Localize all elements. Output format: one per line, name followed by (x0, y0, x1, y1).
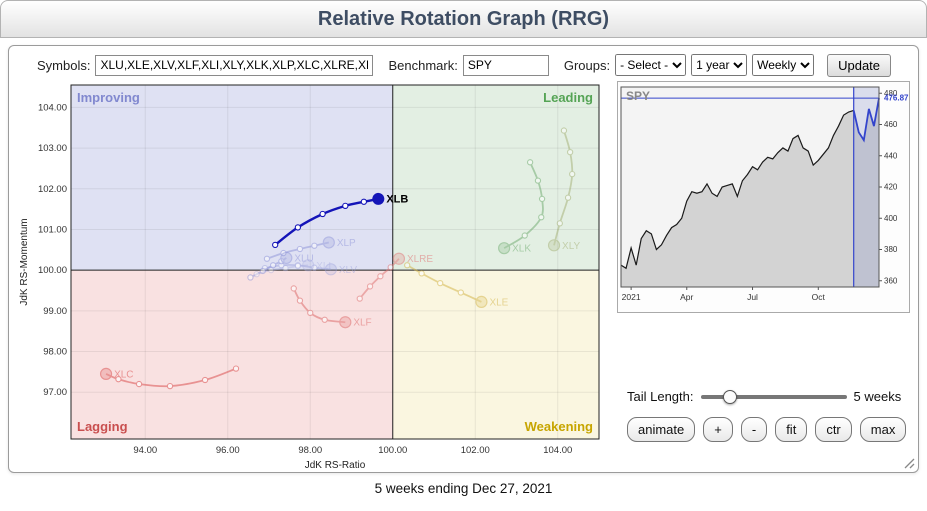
tail-length-slider[interactable] (700, 389, 847, 404)
app-header: Relative Rotation Graph (RRG) (0, 0, 927, 38)
rrg-trail-XLRE[interactable]: XLRE (356, 252, 433, 302)
toolbar: Symbols: Benchmark: Groups: - Select - 1… (37, 53, 912, 77)
svg-text:102.00: 102.00 (461, 445, 490, 456)
svg-text:380: 380 (884, 245, 898, 254)
groups-select[interactable]: - Select - (615, 54, 687, 76)
benchmark-input[interactable] (462, 54, 549, 76)
svg-text:360: 360 (884, 276, 898, 285)
svg-text:97.00: 97.00 (43, 387, 67, 398)
period-select[interactable]: 1 year (691, 54, 748, 76)
rrg-symbol-label-XLC: XLC (114, 369, 133, 380)
rrg-x-axis-title: JdK RS-Ratio (305, 460, 366, 471)
svg-text:94.00: 94.00 (133, 445, 157, 456)
rrg-symbol-label-XLU: XLU (294, 253, 313, 264)
svg-text:400: 400 (884, 214, 898, 223)
quadrant-label-lagging: Lagging (77, 419, 128, 434)
svg-text:98.00: 98.00 (43, 347, 67, 358)
svg-text:103.00: 103.00 (38, 143, 67, 154)
quadrant-label-weakening: Weakening (525, 419, 593, 434)
rrg-chart[interactable]: 94.00 96.00 98.00 100.00 102.00 104.00 97.00 98… (15, 81, 607, 473)
rrg-trail-XLB[interactable]: XLB (272, 192, 409, 249)
button-zoom-in[interactable]: + (703, 417, 733, 442)
rrg-trail-XLK[interactable]: XLK (498, 159, 546, 255)
frequency-select[interactable]: Weekly (752, 54, 815, 76)
chart-buttons: animate + - fit ctr max (627, 417, 912, 442)
quadrant-label-leading: Leading (543, 90, 593, 105)
spy-x-ticks: 2021 Apr Jul Oct (622, 287, 826, 302)
svg-text:104.00: 104.00 (543, 445, 572, 456)
spy-area-fill (621, 98, 879, 287)
svg-text:101.00: 101.00 (38, 224, 67, 235)
rrg-trail-XLE[interactable]: XLE (404, 262, 509, 309)
svg-text:2021: 2021 (622, 292, 641, 302)
svg-text:Apr: Apr (680, 292, 693, 302)
button-ctr[interactable]: ctr (815, 417, 852, 442)
spy-tail-segment (852, 97, 880, 143)
rrg-symbol-label-XLP: XLP (337, 238, 356, 249)
rrg-trail-XLU[interactable]: XLU (247, 251, 314, 281)
quadrant-leading (392, 85, 599, 271)
svg-text:480: 480 (884, 89, 898, 98)
rrg-symbol-label-XLRE: XLRE (407, 254, 433, 265)
rrg-trail-XLI[interactable]: XLI (253, 259, 331, 278)
rrg-trail-XLF[interactable]: XLF (290, 285, 372, 329)
rrg-symbol-label-XLB: XLB (386, 193, 408, 205)
update-button[interactable]: Update (827, 53, 892, 77)
symbols-label: Symbols: (37, 57, 91, 73)
button-zoom-out[interactable]: - (740, 417, 768, 442)
main-panel: Symbols: Benchmark: Groups: - Select - 1… (8, 45, 919, 473)
spy-y-ticks: 360 380 400 420 440 460 480 (879, 89, 898, 285)
svg-text:460: 460 (884, 120, 898, 129)
button-max[interactable]: max (859, 417, 907, 442)
rrg-trail-XLP[interactable]: XLP (263, 236, 356, 262)
tail-length-controls: Tail Length: 5 weeks (627, 389, 912, 404)
rrg-symbol-label-XLY: XLY (562, 241, 580, 252)
tail-length-label: Tail Length: (627, 389, 694, 404)
rrg-trail-XLC[interactable]: XLC (99, 365, 240, 390)
footer-caption: 5 weeks ending Dec 27, 2021 (374, 481, 553, 496)
symbols-input[interactable] (95, 54, 374, 76)
rrg-symbol-label-XLK: XLK (512, 244, 531, 255)
rrg-trail-XLY[interactable]: XLY (547, 127, 581, 252)
quadrant-label-improving: Improving (77, 90, 140, 105)
main-content: 94.00 96.00 98.00 100.00 102.00 104.00 97.00 98… (15, 81, 912, 473)
rrg-symbol-label-XLF: XLF (353, 318, 371, 329)
quadrant-improving (71, 85, 393, 271)
svg-text:440: 440 (884, 151, 898, 160)
svg-text:Jul: Jul (747, 292, 758, 302)
spy-price-line (620, 109, 854, 270)
svg-text:96.00: 96.00 (216, 445, 240, 456)
benchmark-label: Benchmark: (388, 57, 458, 73)
groups-label: Groups: (563, 57, 611, 73)
svg-text:98.00: 98.00 (298, 445, 322, 456)
quadrant-weakening (392, 270, 599, 439)
spy-title: SPY (626, 89, 650, 103)
svg-text:100.00: 100.00 (378, 445, 407, 456)
button-fit[interactable]: fit (775, 417, 808, 442)
page-title: Relative Rotation Graph (RRG) (317, 7, 610, 30)
rrg-y-axis-title: JdK RS-Momentum (19, 218, 30, 305)
svg-text:99.00: 99.00 (43, 306, 67, 317)
right-column: 360 380 400 420 440 460 480 476.87 2021 Apr Jul Oct… (617, 81, 912, 442)
tail-length-value: 5 weeks (853, 389, 902, 404)
quadrant-lagging (71, 270, 393, 439)
svg-text:Oct: Oct (812, 292, 826, 302)
resize-handle-icon[interactable] (902, 456, 915, 469)
plot-border (70, 84, 600, 440)
rrg-symbol-label-XLI: XLI (316, 261, 331, 272)
spy-last-price: 476.87 (884, 94, 909, 103)
svg-text:420: 420 (884, 183, 898, 192)
rrg-symbol-label-XLE: XLE (489, 297, 508, 308)
svg-text:102.00: 102.00 (38, 184, 67, 195)
rrg-symbol-label-XLV: XLV (339, 265, 357, 276)
svg-text:100.00: 100.00 (38, 265, 67, 276)
button-animate[interactable]: animate (627, 417, 696, 442)
svg-text:104.00: 104.00 (38, 102, 67, 113)
